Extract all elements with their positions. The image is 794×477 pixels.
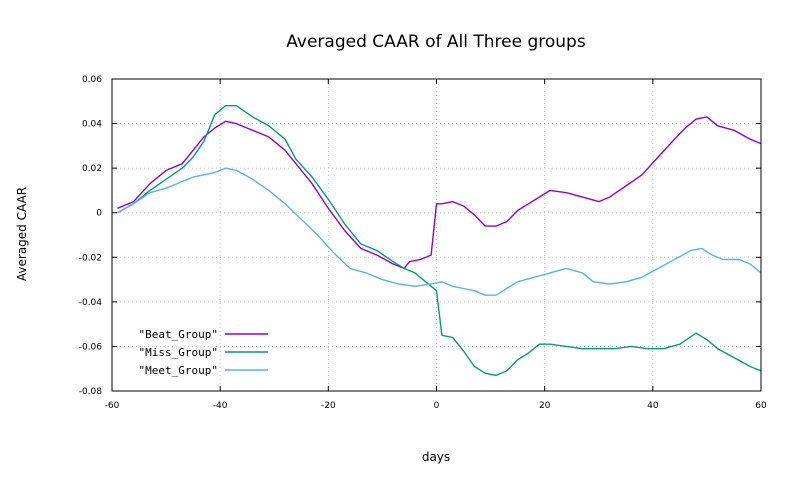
chart-title: Averaged CAAR of All Three groups: [286, 32, 586, 52]
y-tick-label: 0: [96, 209, 102, 219]
y-tick-label: -0.08: [79, 387, 103, 397]
grid-lines: [112, 79, 761, 391]
y-tick-label: -0.04: [79, 298, 103, 308]
x-tick-label: -20: [321, 401, 336, 411]
series-line-beatgroup: [117, 116, 762, 270]
legend-label: "Beat_Group": [139, 328, 218, 341]
y-tick-label: -0.02: [79, 253, 102, 263]
x-tick-label: -40: [213, 401, 228, 411]
x-tick-label: -60: [105, 401, 120, 411]
series-lines: [117, 104, 762, 377]
axis-ticks: -60 -40 -20 0 20 40 60 0.06 0.04 0.02 0 -0.02 -0.04 -…: [79, 75, 767, 411]
x-tick-label: 60: [755, 401, 767, 411]
x-axis-label: days: [422, 450, 450, 464]
y-tick-label: -0.06: [79, 342, 103, 352]
legend-label: "Miss_Group": [139, 346, 218, 359]
y-tick-label: 0.06: [82, 75, 102, 85]
x-tick-label: 0: [434, 401, 440, 411]
series-line-meetgroup: [117, 167, 762, 296]
legend-label: "Meet_Group": [139, 364, 218, 377]
legend: "Beat_Group" "Miss_Group" "Meet_Group": [139, 328, 268, 377]
x-tick-label: 40: [647, 401, 659, 411]
y-axis-label: Averaged CAAR: [15, 187, 29, 281]
series-line-missgroup: [117, 104, 762, 377]
x-tick-label: 20: [539, 401, 551, 411]
y-tick-label: 0.04: [82, 120, 102, 130]
y-tick-label: 0.02: [82, 164, 102, 174]
